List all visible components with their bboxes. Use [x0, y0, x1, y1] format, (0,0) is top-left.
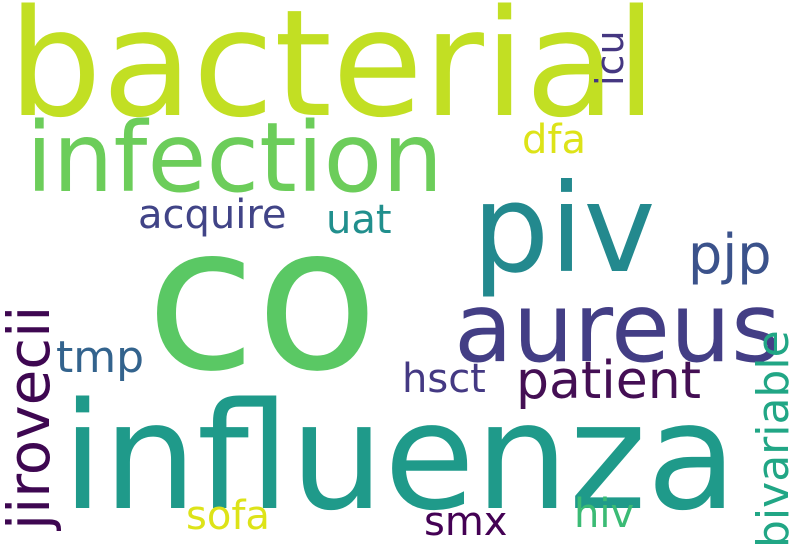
- word-infection: infection: [26, 102, 444, 214]
- word-co: co: [146, 183, 379, 416]
- word-dfa: dfa: [522, 117, 586, 163]
- word-acquire: acquire: [138, 192, 287, 238]
- word-hiv: hiv: [574, 491, 635, 537]
- word-smx: smx: [424, 499, 508, 545]
- word-pjp: pjp: [688, 223, 772, 286]
- word-bacterial: bacterial: [8, 0, 657, 150]
- word-influenza: influenza: [62, 371, 738, 543]
- word-tmp: tmp: [56, 332, 145, 383]
- word-uat: uat: [326, 197, 392, 243]
- word-sofa: sofa: [186, 493, 270, 539]
- word-bivariable: bivariable: [748, 330, 799, 548]
- word-patient: patient: [516, 351, 702, 411]
- word-piv: piv: [472, 158, 656, 300]
- word-jirovecii: jirovecii: [0, 305, 63, 530]
- word-icu: icu: [588, 30, 632, 86]
- word-hsct: hsct: [402, 356, 486, 402]
- word-aureus: aureus: [454, 272, 781, 384]
